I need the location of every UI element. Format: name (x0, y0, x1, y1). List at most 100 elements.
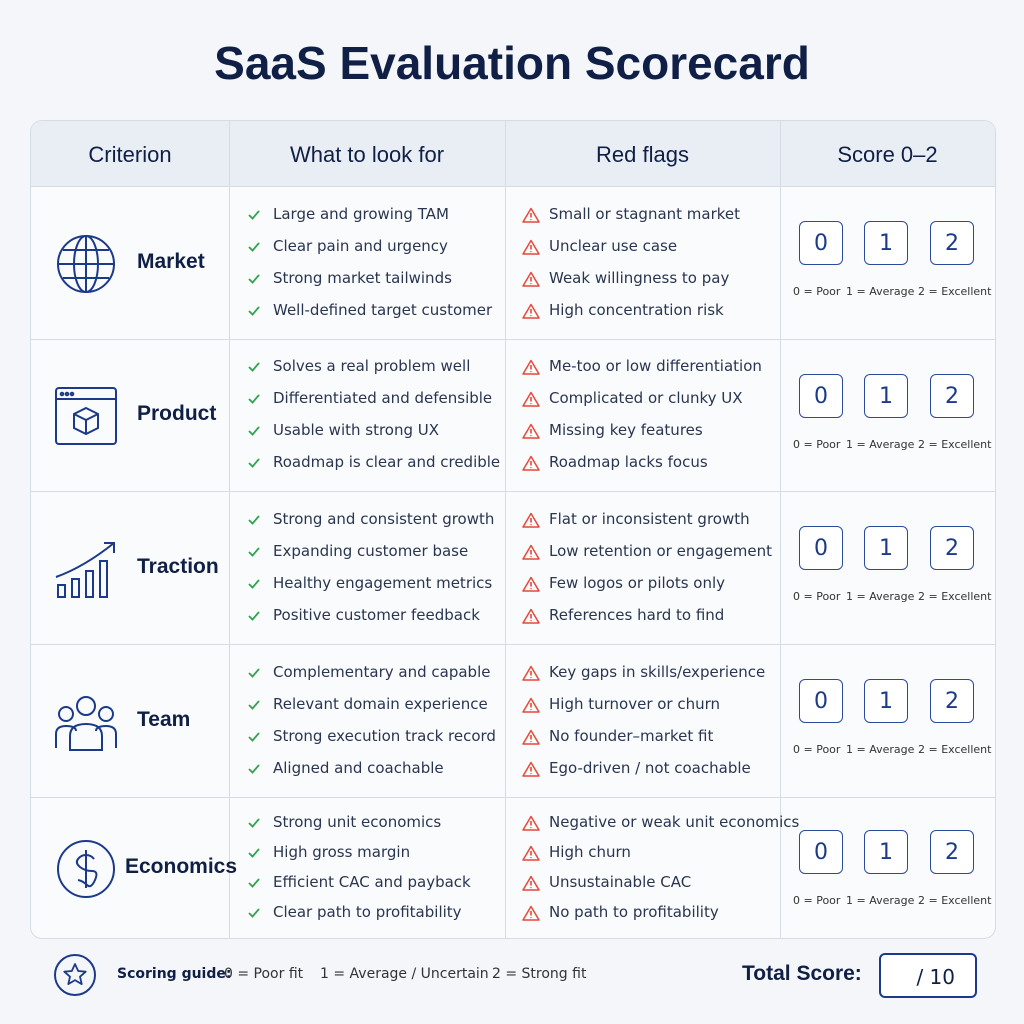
check-icon (247, 845, 261, 864)
check-icon (247, 608, 261, 627)
criterion-label: Product (137, 402, 217, 425)
look-for-item: Aligned and coachable (273, 758, 444, 777)
row-divider (31, 339, 995, 340)
score-legend: 1 = Average (846, 894, 915, 907)
look-for-item: Strong execution track record (273, 726, 496, 745)
check-icon (247, 544, 261, 563)
score-legend: 0 = Poor (793, 894, 841, 907)
score-legend: 2 = Excellent (918, 285, 992, 298)
look-for-item: Clear pain and urgency (273, 236, 448, 255)
score-option: 0 (799, 526, 843, 570)
look-for-item: High gross margin (273, 843, 411, 861)
criterion-icon (53, 536, 119, 602)
guide-item: 0 = Poor fit (224, 966, 304, 982)
warning-icon (522, 761, 540, 781)
look-for-item: Clear path to profitability (273, 903, 462, 921)
column-header: Score 0–2 (837, 142, 938, 167)
column-header: Red flags (596, 142, 689, 167)
warning-icon (522, 423, 540, 443)
score-legend: 2 = Excellent (918, 894, 992, 907)
column-divider (229, 121, 230, 938)
score-legend: 0 = Poor (793, 438, 841, 451)
star-icon (52, 952, 98, 998)
check-icon (247, 239, 261, 258)
score-legend: 2 = Excellent (918, 590, 992, 603)
check-icon (247, 729, 261, 748)
look-for-item: Positive customer feedback (273, 605, 480, 624)
look-for-item: Well-defined target customer (273, 300, 493, 319)
warning-icon (522, 905, 540, 925)
criterion-icon (53, 383, 119, 449)
guide-item: 1 = Average / Uncertain (320, 966, 489, 982)
warning-icon (522, 207, 540, 227)
row-divider (31, 644, 995, 645)
warning-icon (522, 512, 540, 532)
score-legend: 0 = Poor (793, 285, 841, 298)
look-for-item: Roadmap is clear and credible (273, 453, 501, 471)
look-for-item: Strong and consistent growth (273, 509, 495, 528)
check-icon (247, 697, 261, 716)
total-box: / 10 (879, 953, 977, 998)
red-flag: Ego-driven / not coachable (549, 758, 751, 777)
red-flag: Flat or inconsistent growth (549, 509, 750, 528)
warning-icon (522, 875, 540, 895)
red-flag: References hard to find (549, 605, 725, 624)
check-icon (247, 665, 261, 684)
red-flag: Low retention or engagement (549, 541, 773, 560)
score-option: 2 (930, 221, 974, 265)
check-icon (247, 875, 261, 894)
score-legend: 1 = Average (846, 743, 915, 756)
red-flag: Unsustainable CAC (549, 873, 692, 891)
check-icon (247, 815, 261, 834)
red-flag: No founder–market fit (549, 726, 714, 745)
score-option: 1 (864, 679, 908, 723)
score-option: 2 (930, 830, 974, 874)
warning-icon (522, 239, 540, 259)
score-option: 0 (799, 221, 843, 265)
red-flag: High concentration risk (549, 300, 724, 319)
look-for-item: Strong unit economics (273, 813, 442, 831)
criterion-icon (53, 231, 119, 297)
score-legend: 1 = Average (846, 285, 915, 298)
warning-icon (522, 815, 540, 835)
check-icon (247, 455, 261, 474)
scorecard-table: Criterion What to look for Red flags Score … (30, 120, 996, 939)
look-for-item: Solves a real problem well (273, 357, 471, 375)
warning-icon (522, 608, 540, 628)
check-icon (247, 905, 261, 924)
score-option: 2 (930, 679, 974, 723)
score-legend: 1 = Average (846, 438, 915, 451)
guide-label: Scoring guide: (117, 966, 232, 982)
warning-icon (522, 665, 540, 685)
warning-icon (522, 455, 540, 475)
column-header: Criterion (88, 142, 172, 167)
row-divider (31, 491, 995, 492)
check-icon (247, 761, 261, 780)
score-option: 1 (864, 830, 908, 874)
score-option: 2 (930, 374, 974, 418)
look-for-item: Usable with strong UX (273, 421, 440, 439)
red-flag: Negative or weak unit economics (549, 813, 800, 831)
warning-icon (522, 729, 540, 749)
red-flag: Small or stagnant market (549, 204, 741, 223)
row-divider (31, 797, 995, 798)
look-for-item: Relevant domain experience (273, 694, 488, 713)
score-option: 1 (864, 221, 908, 265)
check-icon (247, 271, 261, 290)
criterion-label: Traction (137, 554, 219, 578)
total-label: Total Score: (742, 962, 862, 985)
warning-icon (522, 359, 540, 379)
red-flag: Roadmap lacks focus (549, 453, 708, 471)
column-header: What to look for (289, 142, 445, 167)
red-flag: Key gaps in skills/experience (549, 662, 766, 681)
criterion-icon (53, 689, 119, 755)
criterion-icon (53, 836, 119, 902)
criterion-label: Team (137, 707, 191, 731)
check-icon (247, 391, 261, 410)
guide-item: 2 = Strong fit (492, 966, 587, 982)
criterion-label: Market (137, 249, 205, 273)
look-for-item: Expanding customer base (273, 541, 469, 560)
score-legend: 2 = Excellent (918, 438, 992, 451)
score-legend: 1 = Average (846, 590, 915, 603)
